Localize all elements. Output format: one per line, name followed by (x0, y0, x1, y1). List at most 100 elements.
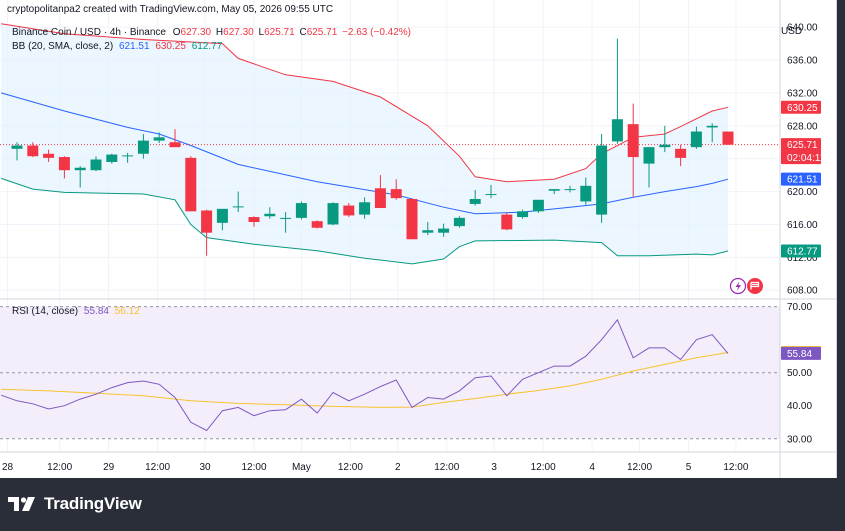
candle-body (232, 206, 244, 208)
time-tick-label: 12:00 (241, 462, 266, 473)
bb-upper-line (1, 23, 729, 183)
rsi-badge: 55.84 (781, 346, 821, 360)
candle (659, 125, 671, 153)
price-badge-countdown: 02:04:11 (787, 153, 826, 164)
candle-body (422, 230, 434, 233)
price-badge-bg (781, 172, 821, 186)
candles (11, 38, 734, 256)
symbol-title[interactable]: Binance Coin / USD · 4h · Binance (12, 27, 166, 38)
rsi-badge-label: 55.84 (787, 349, 812, 360)
candle-body (27, 145, 39, 157)
legend-high-value: 627.30 (223, 27, 254, 38)
candle (137, 134, 149, 159)
candle-body (153, 137, 165, 141)
bb-band-fill (1, 23, 728, 264)
candle (548, 189, 560, 195)
rsi-badge-bg (781, 346, 821, 360)
time-tick-label: 12:00 (723, 462, 748, 473)
candle (611, 38, 623, 144)
candle (438, 223, 450, 237)
candle (201, 209, 213, 256)
candle-body (517, 211, 529, 218)
candle-body (280, 217, 292, 219)
candle-body (11, 145, 23, 149)
credit-text: cryptopolitanpa2 created with TradingVie… (7, 4, 334, 15)
candle-body (564, 189, 576, 191)
legend-close-value: 625.71 (306, 27, 338, 38)
candle (690, 126, 702, 149)
time-tick-label: 29 (103, 462, 115, 473)
price-badge-bg (781, 244, 821, 258)
rsi-background (0, 306, 780, 440)
candle (675, 144, 687, 167)
candle (327, 202, 339, 226)
time-tick-label: 12:00 (145, 462, 170, 473)
candle-body (627, 124, 639, 158)
candle (469, 189, 481, 206)
symbol-legend[interactable]: Binance Coin / USD · 4h · Binance O 627.3… (12, 27, 411, 38)
candle (43, 149, 55, 162)
rsi-tick-label: 50.00 (787, 368, 812, 379)
candle-body (406, 198, 418, 240)
price-badge-bg (781, 100, 821, 114)
candle (311, 220, 323, 229)
candle-body (137, 140, 149, 154)
time-axis[interactable]: 28 12:00 29 12:00 30 12:00 May 12:00 2 12:00 3 12:0… (2, 462, 749, 473)
candle (295, 201, 307, 220)
rsi-label[interactable]: RSI (14, close) (12, 306, 79, 317)
candle (722, 131, 734, 145)
candle-body (295, 203, 307, 218)
candle (706, 123, 718, 143)
legend-low-value: 625.71 (264, 27, 295, 38)
rsi-line (1, 318, 729, 432)
candle-body (469, 198, 481, 204)
candle-body (248, 217, 260, 222)
time-tick-label: 5 (686, 462, 692, 473)
tradingview-logo-icon (8, 497, 35, 511)
candle (280, 212, 292, 233)
candle (122, 152, 134, 163)
chart-canvas[interactable]: 640.00636.00632.00628.00624.00620.00616.… (0, 0, 836, 478)
candle (532, 199, 544, 213)
candle (343, 203, 355, 218)
legend-open-label: O (172, 27, 181, 38)
alert-icon[interactable] (729, 277, 747, 295)
rsi-ma-line (1, 352, 729, 408)
candle-body (722, 131, 734, 145)
flag-icon[interactable] (747, 278, 763, 294)
candle-body (501, 214, 513, 230)
tradingview-logo[interactable]: TradingView (8, 492, 142, 516)
candle-body (690, 131, 702, 148)
candle-body (643, 147, 655, 164)
rsi-tick-label: 40.00 (787, 401, 812, 412)
candle-body (201, 210, 213, 233)
bb-lines (1, 23, 729, 265)
rsi-legend[interactable]: RSI (14, close) 55.84 56.12 (12, 306, 140, 317)
time-tick-label: 12:00 (434, 462, 459, 473)
candle-body (327, 203, 339, 225)
rsi-axis[interactable]: 70.00 50.00 40.00 30.00 (787, 302, 812, 445)
time-tick-label: 2 (395, 462, 401, 473)
candle-body (343, 205, 355, 216)
candle-body (706, 125, 718, 128)
price-tick-label: 632.00 (787, 88, 818, 99)
candle (596, 134, 608, 223)
candle (406, 198, 418, 240)
candle-body (311, 221, 323, 228)
bb-fill (1, 23, 728, 264)
candle-body (485, 194, 497, 196)
candle (643, 147, 655, 188)
currency-selector[interactable]: USD (781, 26, 803, 37)
candle-body (596, 145, 608, 215)
price-tick-label: 636.00 (787, 56, 818, 67)
candle-body (675, 148, 687, 158)
candle-body (216, 208, 228, 223)
rsi-lines (1, 318, 729, 432)
bb-label[interactable]: BB (20, SMA, close, 2) (12, 41, 114, 52)
bb-legend[interactable]: BB (20, SMA, close, 2) 621.51 630.25 612… (12, 41, 222, 52)
candle-body (580, 185, 592, 202)
candle-body (611, 119, 623, 142)
candle (627, 103, 639, 197)
candle-body (390, 189, 402, 199)
price-badges: 630.25 625.71 02:04:11 621.51 612.77 (781, 100, 826, 258)
